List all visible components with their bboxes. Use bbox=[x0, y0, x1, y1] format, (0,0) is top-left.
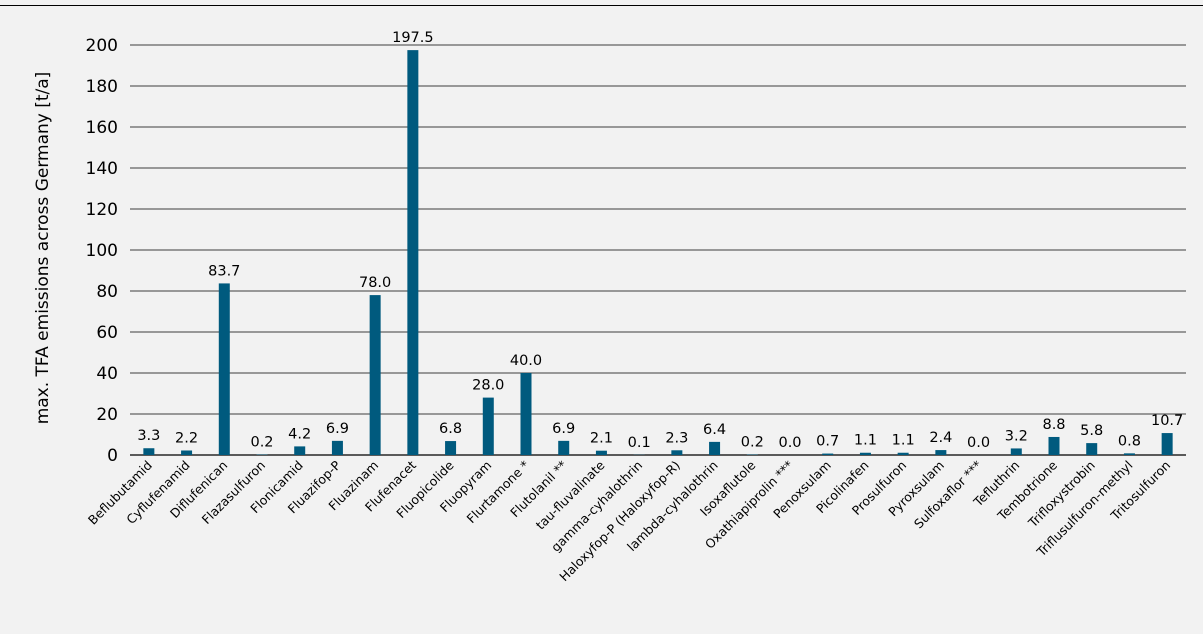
bar bbox=[520, 373, 532, 455]
data-label: 5.8 bbox=[1080, 423, 1103, 439]
bar bbox=[671, 450, 683, 455]
data-label: 28.0 bbox=[472, 378, 504, 394]
bar bbox=[935, 450, 947, 455]
y-tick-label: 0 bbox=[107, 446, 118, 466]
bar bbox=[294, 446, 306, 455]
data-label: 0.0 bbox=[778, 435, 801, 451]
y-tick-label: 20 bbox=[96, 405, 118, 425]
data-label: 8.8 bbox=[1042, 417, 1065, 433]
y-tick-label: 40 bbox=[96, 364, 118, 384]
bar bbox=[1161, 433, 1173, 455]
bar bbox=[445, 441, 457, 455]
data-label: 3.2 bbox=[1005, 428, 1028, 444]
y-tick-label: 140 bbox=[86, 159, 118, 179]
bar bbox=[407, 50, 419, 455]
data-label: 83.7 bbox=[208, 263, 240, 279]
data-label: 0.0 bbox=[967, 435, 990, 451]
data-label: 1.1 bbox=[892, 433, 915, 449]
x-tick-label: Trifloxystrobin bbox=[1025, 458, 1098, 531]
data-label: 6.9 bbox=[552, 421, 575, 437]
bar bbox=[143, 448, 155, 455]
bar bbox=[181, 450, 193, 455]
data-label: 4.2 bbox=[288, 426, 311, 442]
data-label: 2.2 bbox=[175, 430, 198, 446]
data-label: 0.1 bbox=[628, 435, 651, 451]
y-axis-ticks: 0 20 40 60 80 100 120 140 160 180 200 bbox=[86, 36, 118, 466]
data-label: 10.7 bbox=[1151, 413, 1183, 429]
bar bbox=[558, 440, 570, 455]
y-tick-label: 160 bbox=[86, 118, 118, 138]
data-label: 2.3 bbox=[665, 430, 688, 446]
data-labels: 3.3 2.2 83.7 0.2 4.2 6.9 78.0 197.5 6.8 28.0 40.0 6… bbox=[137, 30, 1183, 451]
bar bbox=[331, 440, 343, 455]
data-label: 0.7 bbox=[816, 434, 839, 450]
top-rule bbox=[0, 5, 1203, 6]
data-label: 1.1 bbox=[854, 433, 877, 449]
data-label: 2.4 bbox=[929, 430, 952, 446]
data-label: 6.4 bbox=[703, 422, 726, 438]
bar bbox=[709, 441, 721, 455]
x-axis-ticks: BeflubutamidCyflufenamidDiflufenicanFlaz… bbox=[85, 457, 1173, 584]
y-tick-label: 100 bbox=[86, 241, 118, 261]
bar bbox=[859, 452, 871, 455]
bar bbox=[1048, 436, 1060, 455]
bar bbox=[822, 453, 834, 455]
y-axis-label: max. TFA emissions across Germany [t/a] bbox=[33, 72, 53, 425]
bar bbox=[218, 283, 230, 455]
bar bbox=[1010, 448, 1022, 455]
bar bbox=[595, 450, 607, 455]
bar bbox=[897, 452, 909, 455]
bar bbox=[482, 397, 494, 455]
y-tick-label: 80 bbox=[96, 282, 118, 302]
data-label: 197.5 bbox=[392, 30, 434, 46]
bar bbox=[369, 295, 381, 455]
data-label: 2.1 bbox=[590, 431, 613, 447]
y-tick-label: 60 bbox=[96, 323, 118, 343]
data-label: 78.0 bbox=[359, 275, 391, 291]
gridlines bbox=[130, 44, 1186, 456]
data-label: 0.2 bbox=[250, 435, 273, 451]
y-tick-label: 120 bbox=[86, 200, 118, 220]
data-label: 0.8 bbox=[1118, 433, 1141, 449]
bar bbox=[1086, 443, 1098, 455]
bars bbox=[143, 50, 1173, 455]
x-tick-label: Beflubutamid bbox=[85, 458, 155, 528]
data-label: 0.2 bbox=[741, 435, 764, 451]
data-label: 6.9 bbox=[326, 421, 349, 437]
data-label: 3.3 bbox=[137, 428, 160, 444]
y-tick-label: 200 bbox=[86, 36, 118, 56]
bar bbox=[1123, 453, 1135, 455]
data-label: 6.8 bbox=[439, 421, 462, 437]
data-label: 40.0 bbox=[510, 353, 542, 369]
y-tick-label: 180 bbox=[86, 77, 118, 97]
